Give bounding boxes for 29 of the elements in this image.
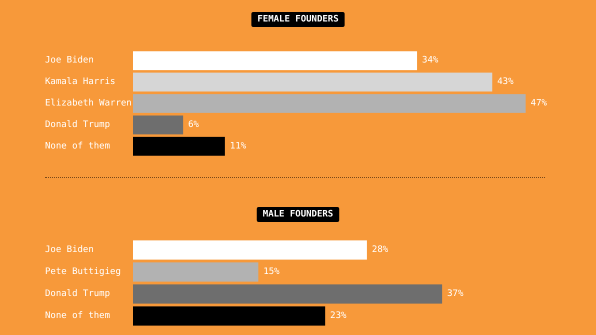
chart-title: FEMALE FOUNDERS <box>257 14 339 24</box>
y-tick-label: Joe Biden <box>45 245 94 255</box>
data-label: 34% <box>422 56 439 66</box>
bar <box>133 51 418 70</box>
y-tick-label: None of them <box>45 311 110 321</box>
bar <box>133 72 492 92</box>
data-label: 37% <box>447 289 464 299</box>
bar <box>133 284 442 304</box>
y-tick-label: Kamala Harris <box>45 77 116 88</box>
bar <box>133 306 326 326</box>
data-label: 28% <box>372 245 389 255</box>
bar <box>133 94 526 113</box>
bar <box>133 115 184 134</box>
y-tick-label: Joe Biden <box>45 56 94 66</box>
y-tick-label: Pete Buttigieg <box>45 267 121 277</box>
data-label: 6% <box>188 120 200 130</box>
y-tick-label: Elizabeth Warren <box>45 98 132 108</box>
data-label: 11% <box>230 141 247 152</box>
y-tick-label: None of them <box>45 141 110 152</box>
data-label: 43% <box>497 77 514 88</box>
bar <box>133 240 367 260</box>
y-tick-label: Donald Trump <box>45 289 110 299</box>
bar <box>133 136 225 156</box>
bar <box>133 262 258 282</box>
y-tick-label: Donald Trump <box>45 120 110 130</box>
chart-title: MALE FOUNDERS <box>262 210 334 220</box>
data-label: 47% <box>530 98 548 108</box>
data-label: 15% <box>263 267 280 277</box>
data-label: 23% <box>330 311 347 321</box>
